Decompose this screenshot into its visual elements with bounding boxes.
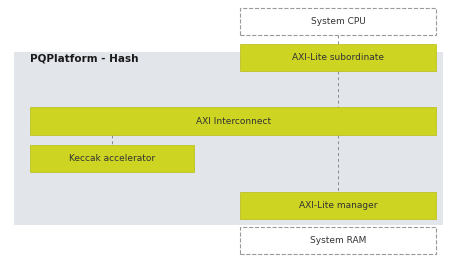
Bar bbox=[240, 192, 436, 219]
Text: Keccak accelerator: Keccak accelerator bbox=[69, 154, 155, 163]
Bar bbox=[30, 145, 194, 172]
Text: AXI-Lite manager: AXI-Lite manager bbox=[299, 201, 377, 210]
Bar bbox=[240, 44, 436, 71]
Text: System RAM: System RAM bbox=[310, 236, 367, 245]
Bar bbox=[30, 107, 436, 135]
Bar bbox=[14, 52, 443, 225]
Bar bbox=[240, 8, 436, 35]
Bar bbox=[240, 227, 436, 254]
Text: PQPlatform - Hash: PQPlatform - Hash bbox=[30, 53, 138, 63]
Text: System CPU: System CPU bbox=[311, 17, 366, 26]
Text: AXI-Lite subordinate: AXI-Lite subordinate bbox=[292, 53, 384, 62]
Text: AXI Interconnect: AXI Interconnect bbox=[196, 117, 271, 126]
